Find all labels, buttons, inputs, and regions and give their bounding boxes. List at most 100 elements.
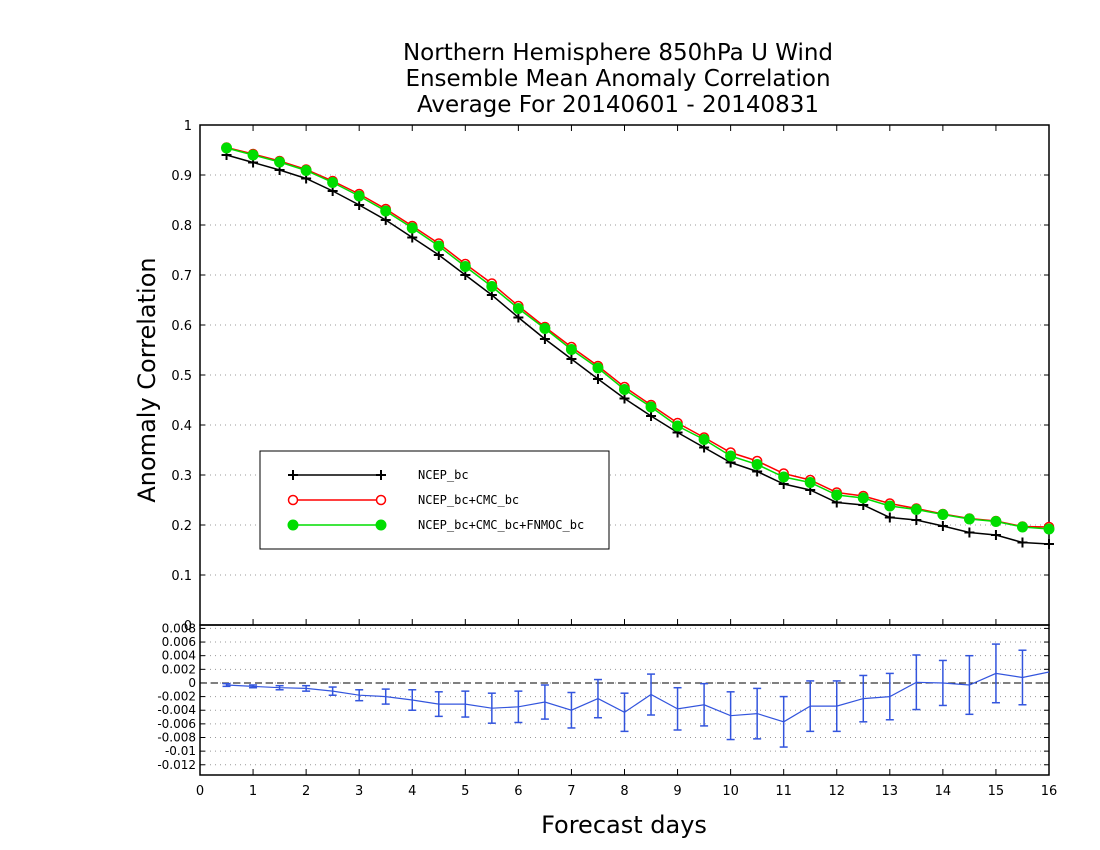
data-point [459, 261, 471, 272]
legend-label: NCEP_bc [418, 468, 469, 482]
x-tick-label: 1 [249, 784, 257, 799]
y-tick-label: 0.5 [171, 369, 192, 384]
chart-title-line: Average For 20140601 - 20140831 [417, 92, 819, 118]
data-point [300, 165, 312, 176]
upper-plot-frame [199, 124, 1050, 626]
data-point [963, 513, 975, 525]
data-point [406, 222, 418, 234]
y-tick-label: -0.006 [157, 717, 196, 731]
data-point [911, 515, 922, 525]
y-tick-label: 0.006 [162, 635, 196, 649]
y-tick-label: 1 [184, 119, 192, 134]
data-point [433, 240, 445, 252]
legend-marker [288, 470, 298, 480]
data-point [937, 509, 949, 520]
error-bar [753, 687, 762, 740]
error-bar [938, 659, 947, 707]
data-point [433, 250, 444, 260]
y-tick-label: 0.3 [171, 469, 192, 484]
x-axis-label: Forecast days [541, 811, 707, 839]
data-point [884, 500, 896, 512]
error-bar [249, 684, 258, 689]
x-tick-label: 6 [514, 784, 522, 799]
x-tick-label: 15 [988, 784, 1005, 799]
error-bar [328, 686, 337, 696]
error-bar [912, 654, 921, 711]
data-point [221, 142, 233, 154]
data-point [1044, 539, 1054, 549]
error-bar [726, 691, 735, 741]
legend-marker [375, 494, 387, 506]
data-point [513, 312, 524, 323]
legend-label: NCEP_bc+CMC_bc+FNMOC_bc [418, 518, 584, 532]
chart-title-line: Northern Hemisphere 850hPa U Wind [403, 40, 833, 66]
x-tick-label: 0 [196, 784, 204, 799]
y-tick-label: -0.01 [165, 744, 196, 758]
y-tick-label: 0.7 [171, 269, 192, 284]
error-bar [673, 686, 682, 731]
error-bar [355, 689, 364, 702]
y-tick-label: -0.012 [157, 758, 196, 772]
error-bar [620, 692, 629, 733]
data-point [964, 527, 975, 538]
x-tick-label: 8 [620, 784, 628, 799]
x-tick-label: 12 [828, 784, 845, 799]
error-bar [593, 678, 602, 719]
lower-panel: 0.0080.0060.0040.0020-0.002-0.004-0.006-… [157, 621, 1050, 776]
y-tick-label: 0.008 [162, 621, 196, 635]
error-bar [222, 682, 231, 688]
error-bar [965, 654, 974, 716]
data-point [725, 450, 737, 462]
data-point [592, 362, 604, 374]
data-point [539, 323, 551, 334]
error-bar [1018, 649, 1027, 706]
data-point [1017, 537, 1028, 548]
error-bar [487, 692, 496, 724]
error-bar [275, 684, 284, 691]
y-tick-label: -0.002 [157, 690, 196, 704]
data-point [751, 459, 763, 470]
error-bar [408, 689, 417, 711]
x-tick-label: 16 [1041, 784, 1058, 799]
data-point [1043, 523, 1055, 535]
data-point [1016, 521, 1028, 533]
error-bar [434, 691, 443, 718]
data-point [274, 156, 286, 168]
legend-marker [287, 519, 299, 531]
x-tick-label: 2 [302, 784, 310, 799]
data-point [645, 401, 657, 413]
y-tick-label: 0.2 [171, 519, 192, 534]
difference-series [222, 643, 1050, 748]
data-point [407, 232, 418, 243]
data-point [592, 374, 603, 384]
y-tick-label: 0 [188, 676, 196, 690]
data-point [910, 504, 922, 515]
chart-title-line: Ensemble Mean Anomaly Correlation [405, 66, 830, 92]
data-point [990, 530, 1001, 540]
error-bar [885, 672, 894, 721]
x-tick-label: 9 [673, 784, 681, 799]
x-tick-label: 14 [935, 784, 952, 799]
data-point [804, 477, 816, 488]
error-bar [859, 674, 868, 723]
legend: NCEP_bc NCEP_bc+CMC_bc NCEP_bc+CMC_bc+FNMO… [259, 450, 610, 550]
data-point [672, 420, 684, 432]
data-point [486, 281, 498, 292]
data-point [380, 215, 391, 225]
x-tick-label: 4 [408, 784, 416, 799]
chart-title: Northern Hemisphere 850hPa U WindEnsembl… [403, 40, 833, 118]
data-point [698, 434, 710, 445]
upper-panel: 0 0.1 0.2 0.3 0.4 0.5 0.6 0.7 0.8 0.9 1 Anomaly Cor… [133, 119, 1055, 634]
error-bar [540, 684, 549, 720]
error-bar [700, 682, 709, 727]
data-point [646, 411, 657, 421]
error-bar [302, 684, 311, 692]
error-bar [461, 690, 470, 718]
error-bar [806, 680, 815, 733]
data-point [857, 492, 869, 504]
legend-entry: NCEP_bc+CMC_bc [287, 493, 519, 507]
data-point [778, 471, 790, 483]
y-tick-label: -0.004 [157, 703, 196, 717]
